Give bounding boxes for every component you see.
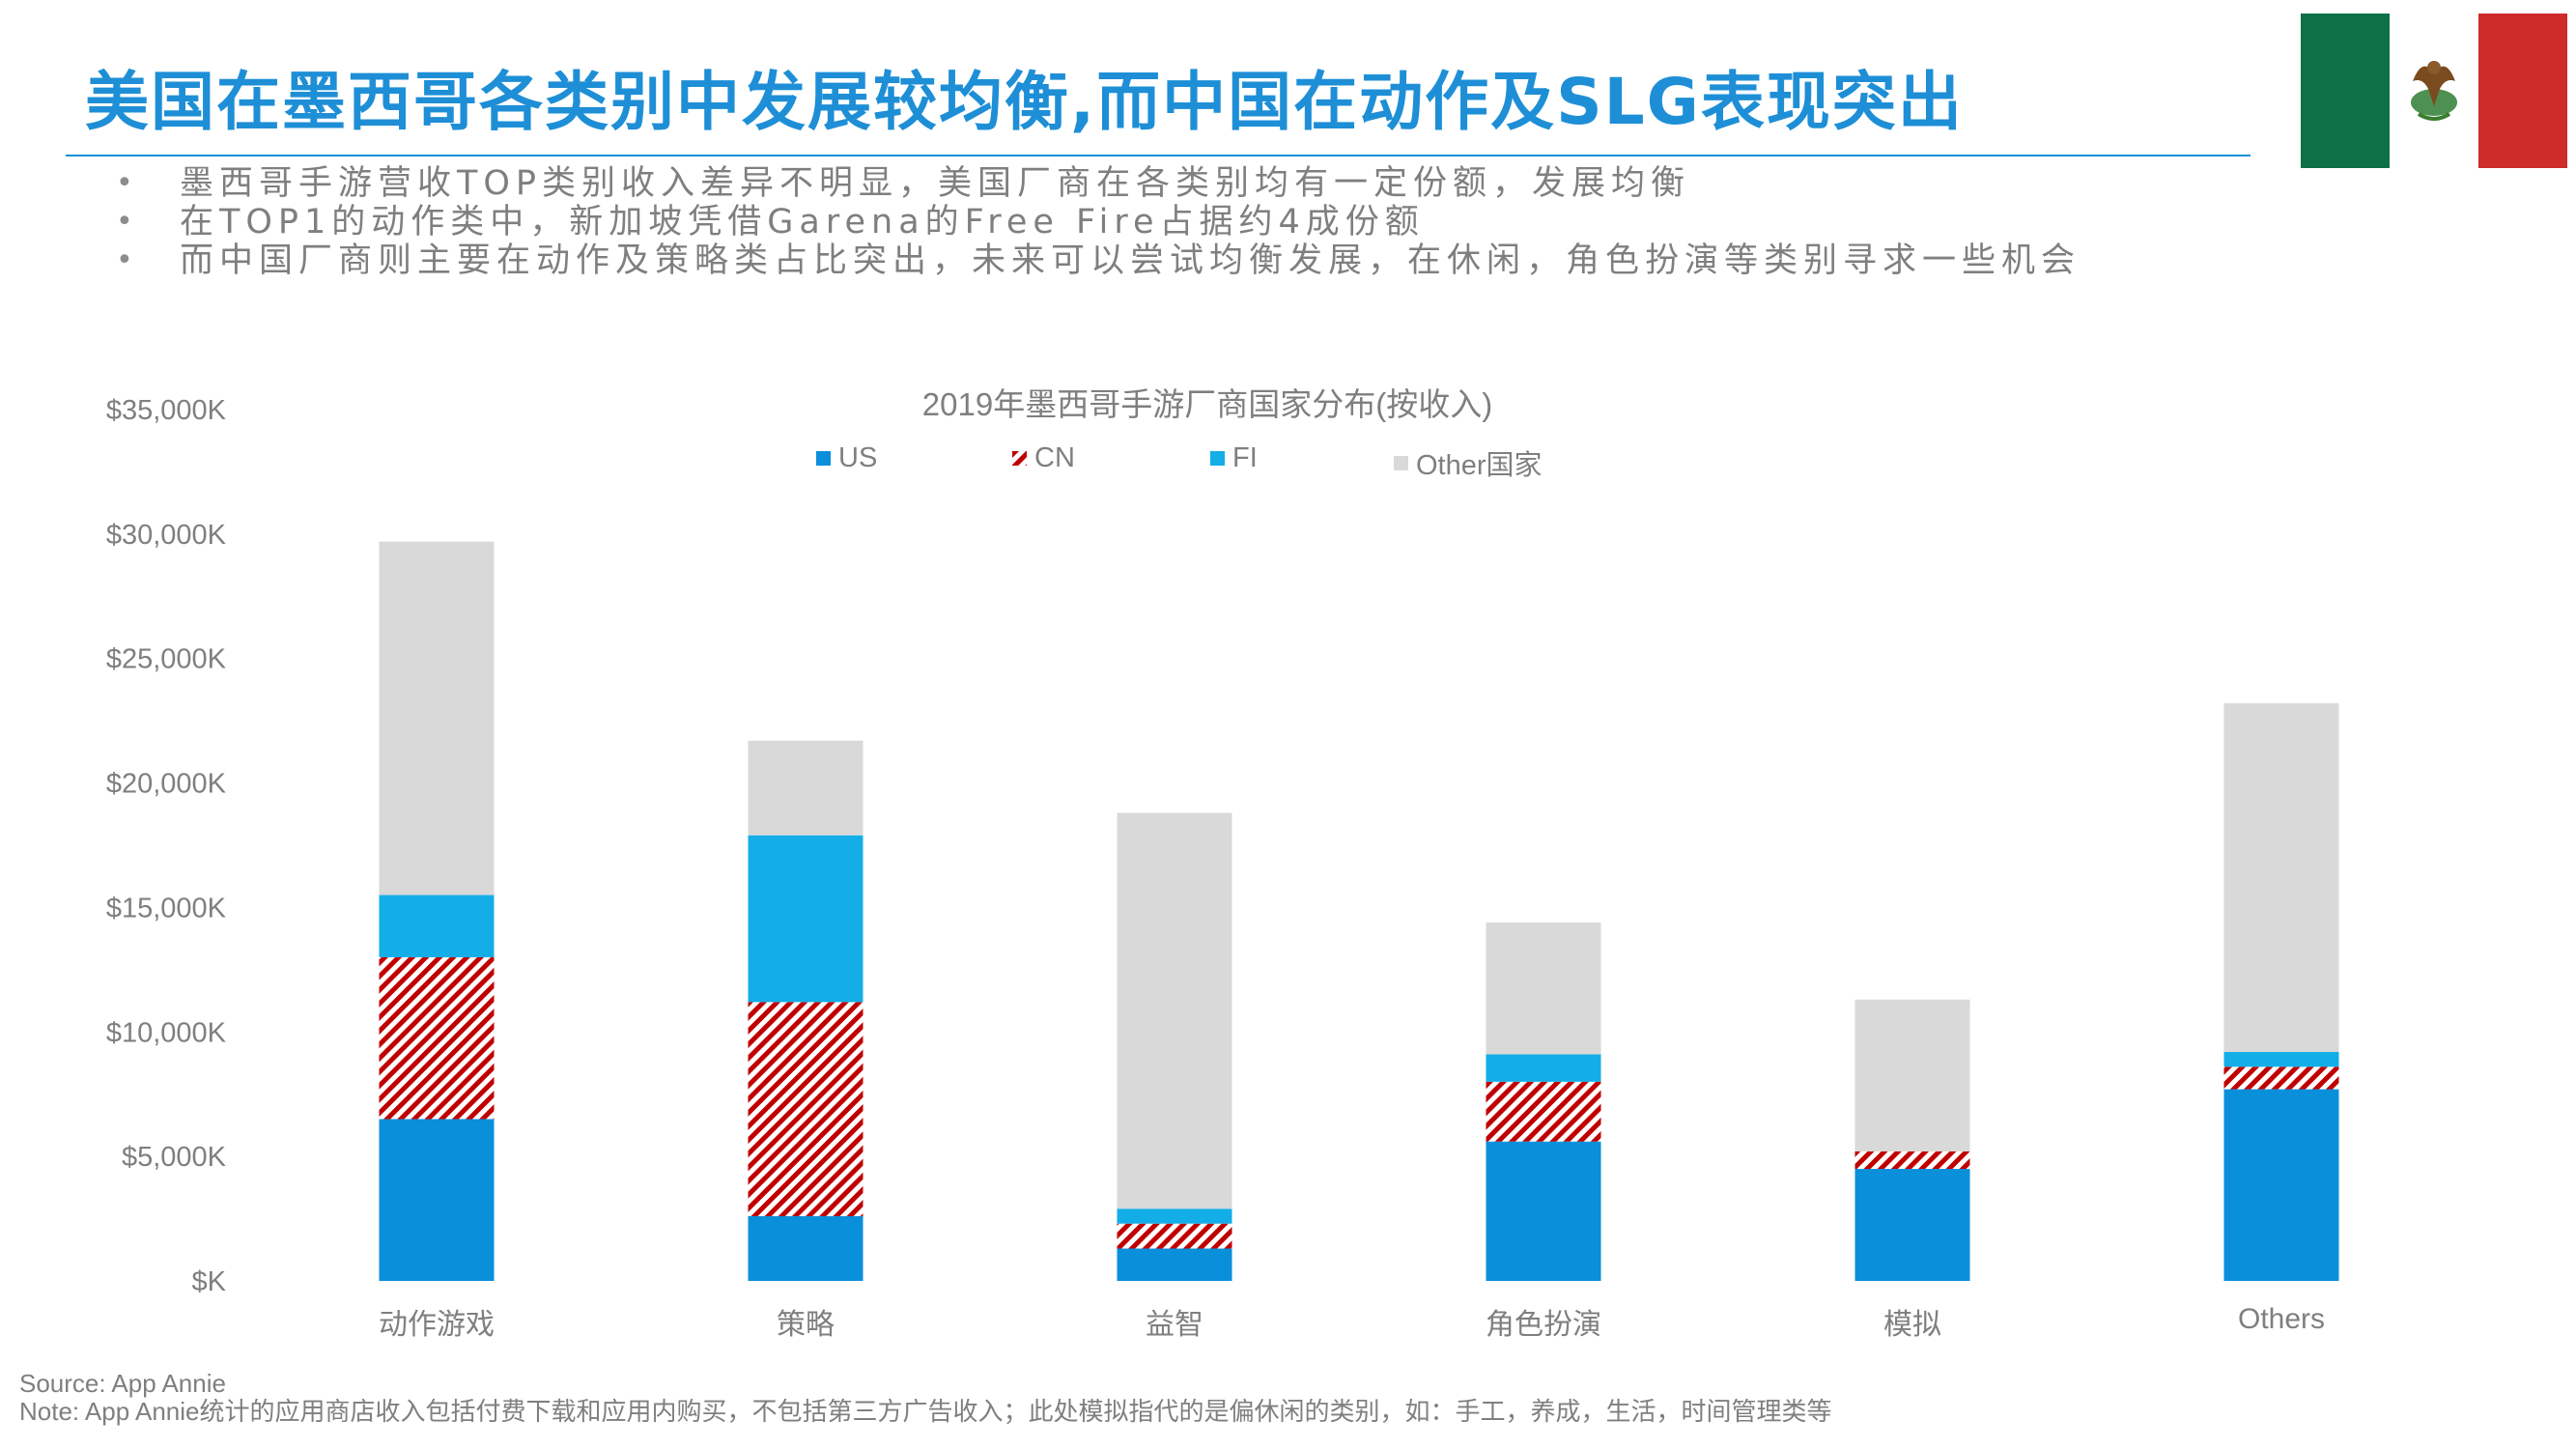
y-axis: $K $5,000K $10,000K $15,000K $20,000K $25,000… [106, 395, 227, 1297]
legend-item-cn: CN [1012, 442, 1075, 474]
source-line: Source: App Annie [19, 1369, 226, 1398]
bar-segment-us [379, 1119, 495, 1281]
legend-item-us: US [816, 442, 877, 474]
bar-segment-cn [379, 956, 495, 1120]
legend-swatch-fi [1210, 451, 1225, 466]
bar-segment-fi [748, 835, 863, 1003]
note-line: Note: App Annie统计的应用商店收入包括付费下载和应用内购买，不包括… [19, 1397, 1832, 1426]
bar-segment-fi [379, 895, 495, 957]
legend-item-other: Other国家 [1394, 442, 1543, 483]
y-tick-label: $20,000K [106, 769, 227, 800]
chart-title: 2019年墨西哥手游厂商国家分布(按收入) [921, 386, 1493, 422]
bullet-item: 在TOP1的动作类中，新加坡凭借Garena的Free Fire占据约4成份额 [116, 203, 2081, 242]
x-axis: 动作游戏 策略 益智 角色扮演 模拟 Others [379, 1303, 2325, 1341]
eagle-emblem-icon [2411, 61, 2457, 121]
x-tick-label: 策略 [777, 1309, 835, 1341]
bar-segment-other [748, 740, 863, 836]
bullet-item: 墨西哥手游营收TOP类别收入差异不明显，美国厂商在各类别均有一定份额，发展均衡 [116, 164, 2081, 203]
y-tick-label: $5,000K [122, 1142, 227, 1173]
bar-segment-other [1486, 922, 1601, 1055]
title-divider [66, 155, 2250, 156]
flag-red-stripe [2478, 14, 2567, 168]
y-tick-label: $25,000K [106, 644, 227, 675]
x-tick-label: 角色扮演 [1486, 1309, 1601, 1341]
bar-segment-cn [1854, 1151, 1970, 1170]
y-tick-label: $30,000K [106, 520, 227, 551]
y-tick-label: $15,000K [106, 893, 227, 923]
legend-label: FI [1232, 442, 1258, 473]
source-note: Source: App Annie Note: App Annie统计的应用商店… [19, 1370, 1831, 1426]
bullet-list: 墨西哥手游营收TOP类别收入差异不明显，美国厂商在各类别均有一定份额，发展均衡 … [116, 164, 2081, 280]
bar-segment-cn [748, 1002, 863, 1216]
bar-segment-fi [2223, 1051, 2339, 1067]
bar-segment-us [2223, 1089, 2339, 1281]
legend-label: US [838, 442, 878, 473]
bar-segment-us [1854, 1169, 1970, 1281]
legend-swatch-cn [1012, 451, 1027, 466]
x-tick-label: 模拟 [1883, 1309, 1941, 1341]
flag-white-stripe [2390, 14, 2478, 168]
bar-segment-us [1486, 1141, 1601, 1281]
legend-swatch-other [1394, 455, 1408, 470]
bar-segment-fi [1117, 1208, 1232, 1224]
slide-title: 美国在墨西哥各类别中发展较均衡,而中国在动作及SLG表现突出 [85, 65, 1964, 139]
bar-segment-other [379, 541, 495, 895]
bar-segment-us [748, 1215, 863, 1281]
bar-segment-cn [1117, 1223, 1232, 1249]
bar-segment-cn [2223, 1066, 2339, 1090]
y-tick-label: $10,000K [106, 1017, 227, 1048]
bars-group [379, 541, 2339, 1281]
bar-segment-cn [1486, 1081, 1601, 1142]
bar-segment-other [1854, 999, 1970, 1151]
bar-segment-us [1117, 1248, 1232, 1281]
flag-green-stripe [2301, 14, 2390, 168]
bullet-item: 而中国厂商则主要在动作及策略类占比突出，未来可以尝试均衡发展，在休闲，角色扮演等… [116, 242, 2081, 280]
mexico-flag-icon [2301, 14, 2567, 168]
x-tick-label: 益智 [1146, 1309, 1203, 1341]
bar-segment-fi [1486, 1054, 1601, 1082]
x-tick-label: 动作游戏 [379, 1309, 495, 1341]
legend-label: CN [1034, 442, 1075, 473]
y-tick-label: $K [192, 1266, 227, 1297]
bar-segment-other [2223, 703, 2339, 1052]
legend-label: Other国家 [1416, 450, 1543, 481]
legend-item-fi: FI [1210, 442, 1258, 474]
x-tick-label: Others [2238, 1303, 2325, 1335]
bar-segment-other [1117, 812, 1232, 1209]
y-tick-label: $35,000K [106, 395, 227, 426]
legend-swatch-us [816, 451, 831, 466]
